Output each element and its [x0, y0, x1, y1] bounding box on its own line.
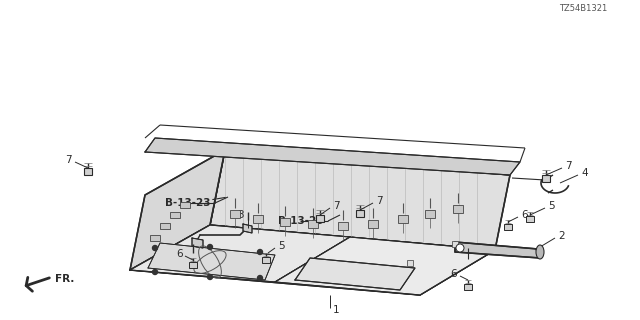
Bar — [425, 210, 435, 218]
Text: 6: 6 — [521, 210, 527, 220]
Text: 6: 6 — [177, 249, 183, 259]
Text: FR.: FR. — [55, 274, 74, 284]
Circle shape — [152, 245, 157, 251]
Bar — [464, 284, 472, 290]
Bar — [150, 235, 160, 241]
Polygon shape — [145, 138, 520, 175]
Bar — [453, 205, 463, 213]
Polygon shape — [148, 243, 275, 280]
Text: B-13-23: B-13-23 — [165, 198, 211, 208]
Bar — [407, 260, 413, 266]
Bar — [84, 168, 92, 175]
Text: 3: 3 — [237, 210, 244, 220]
Bar — [308, 220, 318, 228]
Text: 5: 5 — [278, 241, 285, 251]
Text: TZ54B1321: TZ54B1321 — [559, 4, 607, 12]
Bar — [253, 215, 263, 223]
Text: 1: 1 — [333, 305, 340, 315]
Bar — [180, 202, 190, 208]
Bar — [368, 220, 378, 228]
Polygon shape — [210, 150, 510, 250]
Text: 6: 6 — [451, 269, 457, 279]
Bar — [262, 257, 270, 263]
Circle shape — [207, 244, 212, 250]
Bar — [160, 223, 170, 229]
Polygon shape — [130, 225, 350, 282]
Circle shape — [257, 250, 262, 254]
Bar — [542, 175, 550, 182]
Bar — [280, 218, 290, 226]
Bar — [338, 222, 348, 230]
Ellipse shape — [536, 245, 544, 259]
Circle shape — [152, 269, 157, 275]
Text: 7: 7 — [565, 161, 572, 171]
Bar — [398, 215, 408, 223]
Polygon shape — [130, 150, 225, 270]
Bar — [452, 241, 458, 247]
Text: B-13-23: B-13-23 — [278, 216, 323, 226]
Polygon shape — [275, 237, 495, 295]
Circle shape — [257, 276, 262, 281]
Circle shape — [456, 244, 464, 252]
Polygon shape — [455, 242, 540, 258]
Polygon shape — [243, 224, 252, 233]
Bar — [316, 215, 324, 222]
Bar — [356, 210, 364, 217]
Polygon shape — [192, 238, 203, 248]
Bar — [504, 224, 512, 230]
Polygon shape — [295, 258, 415, 290]
Text: 7: 7 — [376, 196, 383, 206]
Bar — [526, 216, 534, 222]
Bar — [230, 210, 240, 218]
Bar — [189, 262, 197, 268]
Text: 7: 7 — [65, 155, 72, 165]
Text: 5: 5 — [548, 201, 555, 211]
Circle shape — [207, 275, 212, 279]
Bar — [170, 212, 180, 218]
Text: 2: 2 — [558, 231, 564, 241]
Polygon shape — [130, 225, 495, 295]
Text: 7: 7 — [333, 201, 340, 211]
Text: 4: 4 — [581, 168, 588, 178]
